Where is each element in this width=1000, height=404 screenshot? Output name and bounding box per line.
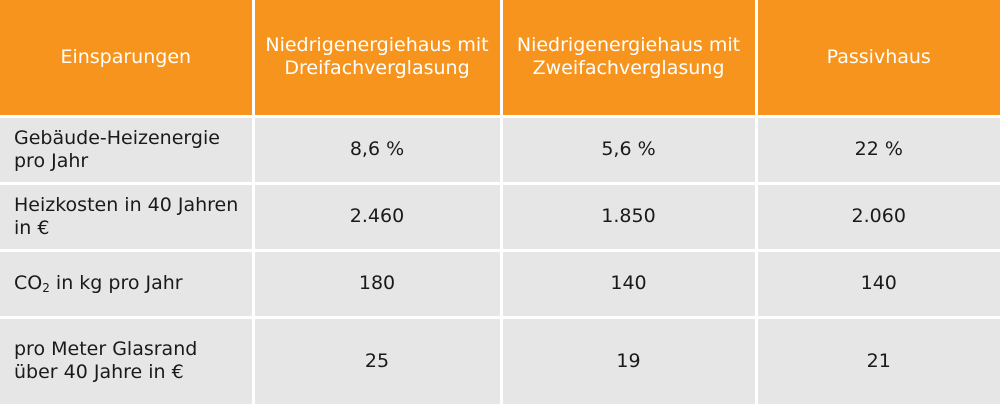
table-header: Einsparungen Niedrigenergiehaus mit Drei… bbox=[0, 0, 1000, 118]
row-label-heating-energy: Gebäude-Heizenergie pro Jahr bbox=[0, 116, 255, 185]
header-low-energy-triple-glazing: Niedrigenergiehaus mit Dreifachverglasun… bbox=[253, 0, 503, 118]
cell-value: 21 bbox=[756, 317, 1000, 404]
cell-value: 5,6 % bbox=[501, 116, 758, 185]
row-label-glass-edge: pro Meter Glasrand über 40 Jahre in € bbox=[0, 317, 255, 404]
cell-value: 8,6 % bbox=[253, 116, 503, 185]
cell-value: 1.850 bbox=[501, 183, 758, 252]
header-savings: Einsparungen bbox=[0, 0, 255, 118]
cell-value: 140 bbox=[501, 250, 758, 319]
table-row: CO2 in kg pro Jahr 180 140 140 bbox=[0, 250, 1000, 319]
cell-value: 19 bbox=[501, 317, 758, 404]
cell-value: 25 bbox=[253, 317, 503, 404]
table-row: Gebäude-Heizenergie pro Jahr 8,6 % 5,6 %… bbox=[0, 116, 1000, 185]
header-passive-house: Passivhaus bbox=[756, 0, 1000, 118]
header-row: Einsparungen Niedrigenergiehaus mit Drei… bbox=[0, 0, 1000, 118]
co2-main: CO bbox=[14, 272, 43, 294]
cell-value: 180 bbox=[253, 250, 503, 319]
cell-value: 2.460 bbox=[253, 183, 503, 252]
table-row: pro Meter Glasrand über 40 Jahre in € 25… bbox=[0, 317, 1000, 404]
co2-subscript: 2 bbox=[42, 281, 50, 295]
table-row: Heizkosten in 40 Jahren in € 2.460 1.850… bbox=[0, 183, 1000, 252]
header-low-energy-double-glazing: Niedrigenergiehaus mit Zweifachverglasun… bbox=[501, 0, 758, 118]
row-label-heating-costs: Heizkosten in 40 Jahren in € bbox=[0, 183, 255, 252]
cell-value: 22 % bbox=[756, 116, 1000, 185]
row-label-co2: CO2 in kg pro Jahr bbox=[0, 250, 255, 319]
table-body: Gebäude-Heizenergie pro Jahr 8,6 % 5,6 %… bbox=[0, 116, 1000, 404]
cell-value: 2.060 bbox=[756, 183, 1000, 252]
cell-value: 140 bbox=[756, 250, 1000, 319]
co2-rest: in kg pro Jahr bbox=[49, 272, 183, 294]
